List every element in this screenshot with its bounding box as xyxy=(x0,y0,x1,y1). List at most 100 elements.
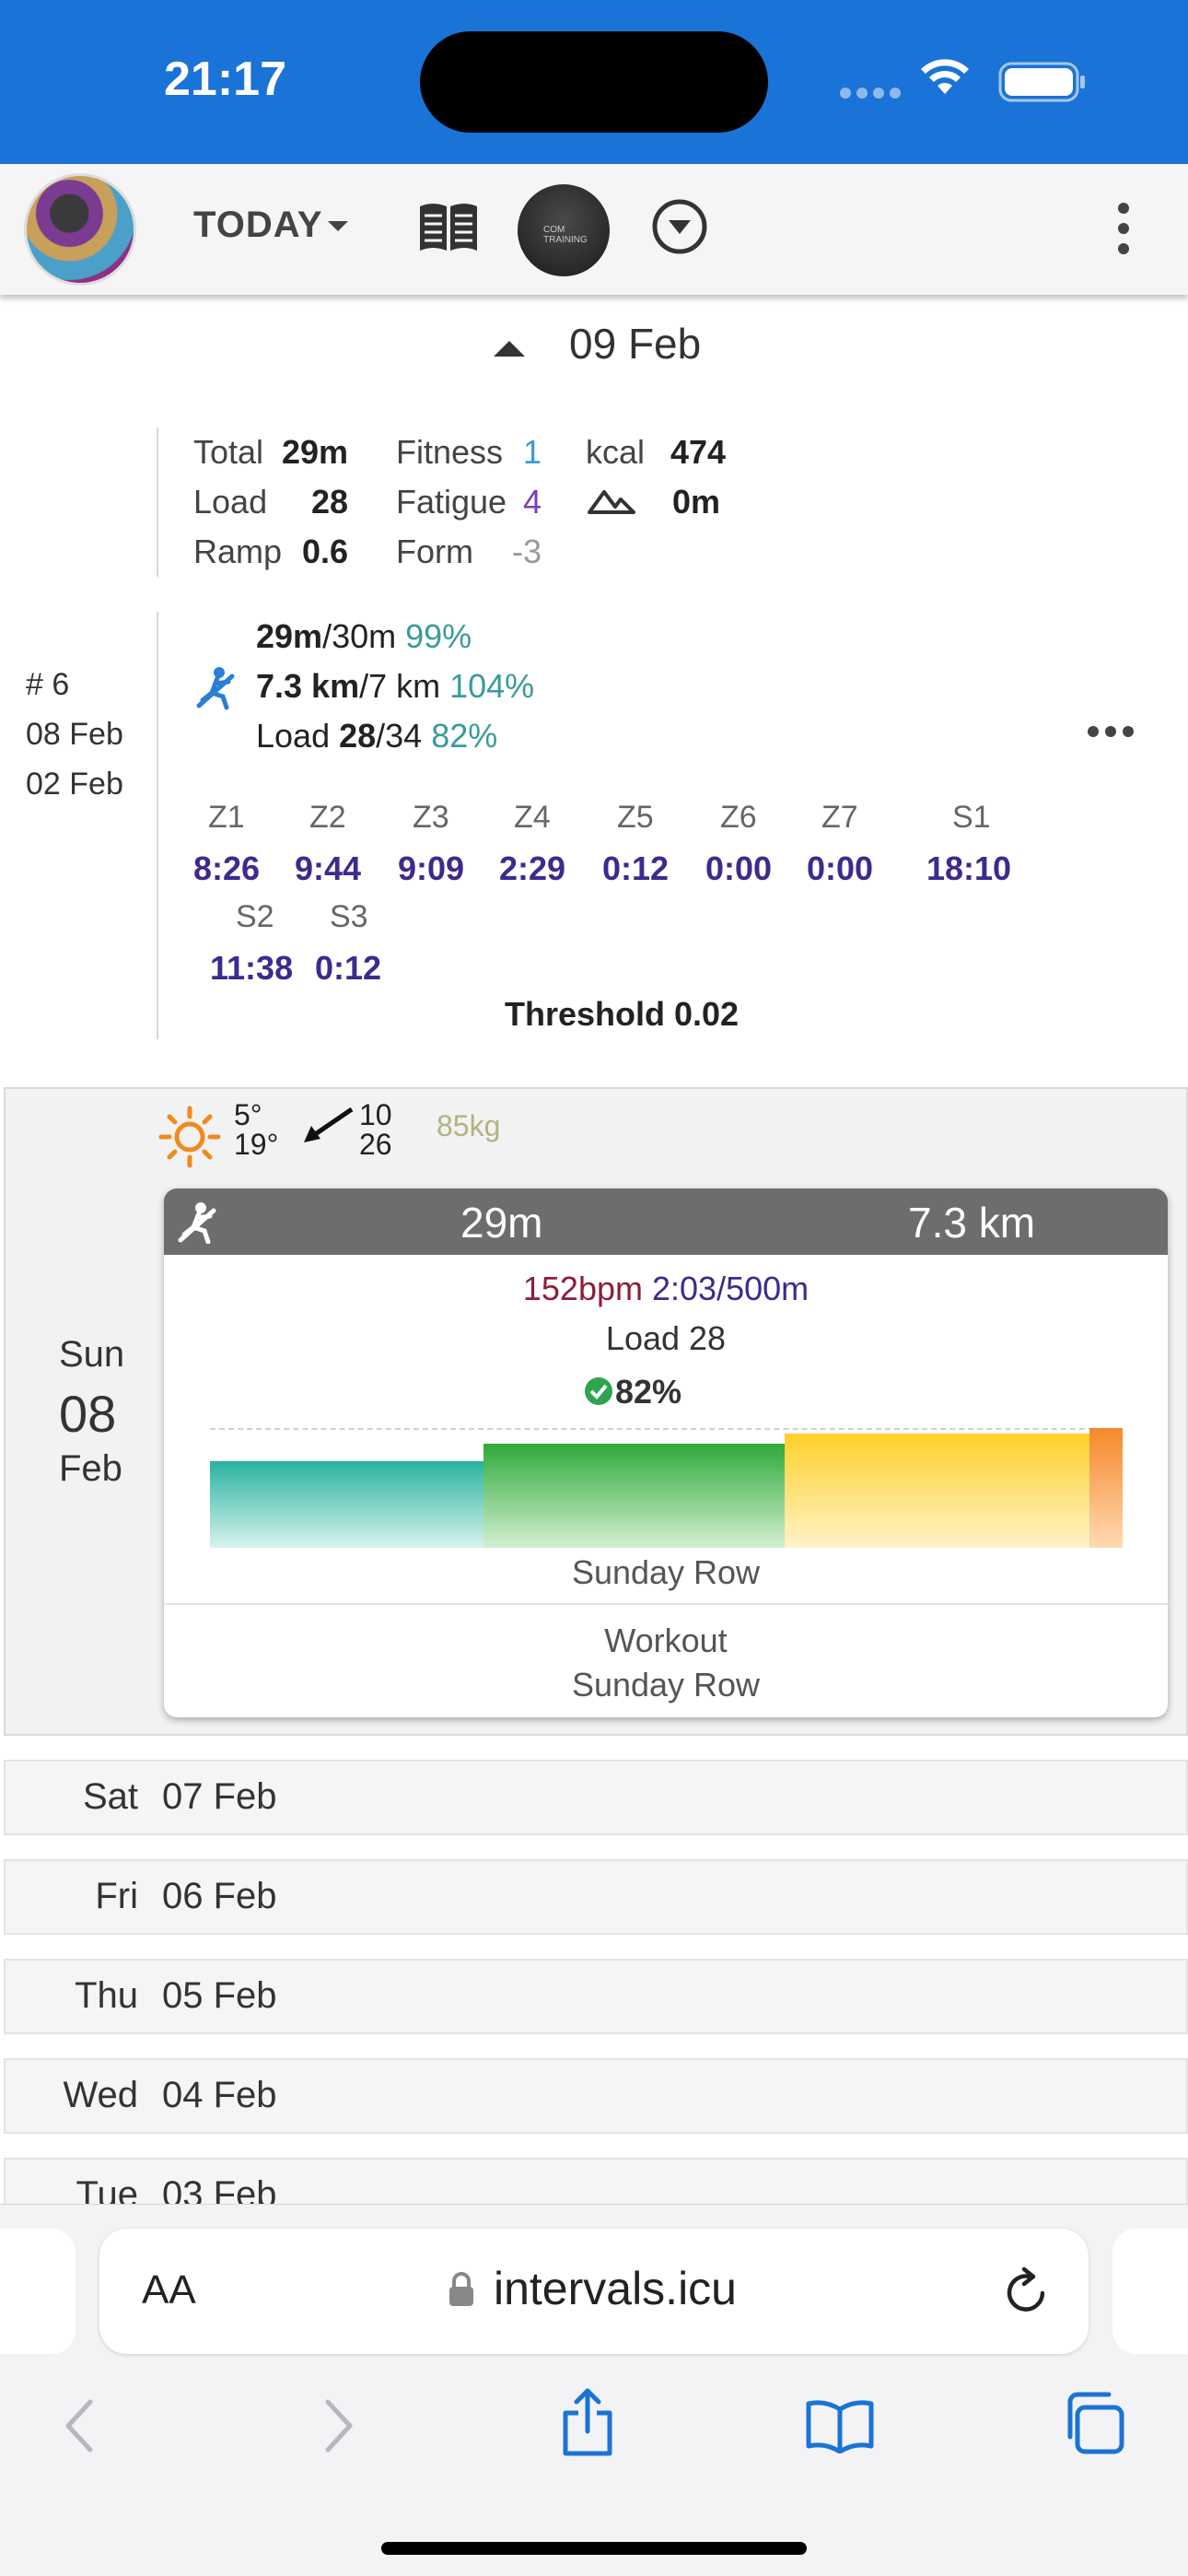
day-row-date: 07 Feb xyxy=(162,1776,277,1817)
zone-value: 18:10 xyxy=(926,849,1012,887)
distance-done: 7.3 km xyxy=(256,667,360,705)
day-row-weekday: Wed xyxy=(63,2075,138,2115)
battery-icon xyxy=(998,62,1085,102)
forward-icon[interactable] xyxy=(320,2396,357,2455)
duration-pct: 99% xyxy=(405,617,472,655)
zone-value: 0:12 xyxy=(602,849,670,887)
wifi-icon xyxy=(921,59,969,94)
day-row-thu[interactable]: Thu 05 Feb xyxy=(4,1959,1188,2034)
compliance-pct: 82% xyxy=(615,1373,682,1411)
day-month: Feb xyxy=(59,1448,122,1489)
activity-load: Load 28 xyxy=(605,1319,727,1357)
ramp-value: 0.6 xyxy=(302,533,349,570)
zone-bar-z2 xyxy=(483,1444,785,1548)
day-row-date: 06 Feb xyxy=(162,1876,277,1916)
activity-duration: 29m xyxy=(460,1199,543,1247)
workout-footer[interactable]: Workout Sunday Row xyxy=(164,1603,1168,1717)
activity-name: Sunday Row xyxy=(571,1553,761,1591)
rowing-icon xyxy=(178,1202,216,1244)
zone-label: S2 xyxy=(236,899,274,934)
team-logo[interactable]: COM TRAINING xyxy=(518,184,610,276)
tabs-icon[interactable] xyxy=(1061,2391,1125,2455)
zone-label: S3 xyxy=(330,899,368,934)
week-duration: 29m/30m 99% xyxy=(256,617,472,656)
day-block-sun: Sun 08 Feb 5° 19° 10 26 85kg 29m 7.3 km … xyxy=(4,1087,1188,1736)
book-icon[interactable] xyxy=(416,199,481,258)
week-end: 02 Feb xyxy=(26,767,123,802)
distance-pct: 104% xyxy=(449,667,535,705)
day-row-weekday: Sat xyxy=(82,1776,138,1817)
zone-value: 2:29 xyxy=(499,849,566,887)
day-row-weekday: Fri xyxy=(95,1876,138,1916)
reader-aa-button[interactable]: AA xyxy=(142,2267,196,2313)
bookmarks-icon[interactable] xyxy=(805,2398,875,2453)
workout-name: Sunday Row xyxy=(571,1666,761,1704)
check-circle-icon xyxy=(585,1377,612,1405)
reload-icon[interactable] xyxy=(1002,2266,1050,2317)
wind-gust: 26 xyxy=(359,1128,392,1161)
load-pct: 82% xyxy=(431,717,498,755)
form-label: Form xyxy=(396,533,473,570)
zone-label: Z3 xyxy=(413,800,449,835)
workout-label: Workout xyxy=(604,1622,728,1659)
total-label: Total xyxy=(193,433,264,471)
week-start: 08 Feb xyxy=(26,717,123,752)
day-row-weekday: Thu xyxy=(75,1975,138,2016)
activity-distance: 7.3 km xyxy=(908,1199,1036,1247)
home-indicator xyxy=(381,2542,807,2555)
zone-bar-z3 xyxy=(785,1434,1089,1548)
zone-label: Z7 xyxy=(821,800,858,835)
day-row-wed[interactable]: Wed 04 Feb xyxy=(4,2058,1188,2134)
summary-divider xyxy=(157,427,158,577)
wind-speed: 10 xyxy=(359,1098,392,1131)
caret-up-icon[interactable] xyxy=(494,341,525,357)
today-button[interactable]: TODAY xyxy=(193,205,323,245)
zone-bar-z4 xyxy=(1089,1428,1123,1548)
duration-plan: /30m xyxy=(322,617,397,655)
dropdown-circle-icon[interactable] xyxy=(650,197,709,256)
fatigue-label: Fatigue xyxy=(396,483,507,521)
address-bar[interactable]: AA intervals.icu xyxy=(99,2229,1089,2354)
share-icon[interactable] xyxy=(560,2387,615,2457)
total-value: 29m xyxy=(282,433,349,471)
heart-rate: 152bpm xyxy=(522,1270,643,1307)
url-text: intervals.icu xyxy=(494,2263,737,2314)
week-load-label: Load xyxy=(256,717,331,755)
chevron-down-icon[interactable] xyxy=(328,221,348,231)
previous-tab-preview[interactable] xyxy=(0,2229,76,2354)
next-tab-preview[interactable] xyxy=(1112,2229,1188,2354)
more-vertical-icon[interactable] xyxy=(1114,201,1133,256)
back-icon[interactable] xyxy=(61,2396,98,2455)
avatar[interactable] xyxy=(24,173,136,286)
load-plan: /34 xyxy=(376,717,423,755)
elevation-value: 0m xyxy=(672,483,721,521)
day-row-date: 04 Feb xyxy=(162,2075,277,2115)
zone-value: 9:09 xyxy=(398,849,465,887)
zone-label: Z4 xyxy=(514,800,551,835)
zone-chart xyxy=(210,1428,1123,1548)
zone-label: Z6 xyxy=(720,800,757,835)
threshold: Threshold 0.02 xyxy=(505,995,740,1033)
activity-card[interactable]: 29m 7.3 km 152bpm 2:03/500m Load 28 82% … xyxy=(164,1188,1168,1717)
zone-value: 0:12 xyxy=(315,949,382,987)
day-row-sat[interactable]: Sat 07 Feb xyxy=(4,1760,1188,1835)
weight: 85kg xyxy=(437,1109,501,1142)
load-done: 28 xyxy=(339,717,377,755)
form-value: -3 xyxy=(512,533,542,570)
more-horizontal-icon[interactable] xyxy=(1087,722,1135,741)
logo-text: COM TRAINING xyxy=(543,225,588,245)
week-distance: 7.3 km/7 km 104% xyxy=(256,667,534,706)
sun-icon xyxy=(158,1106,221,1168)
date-nav-label[interactable]: 09 Feb xyxy=(569,320,702,368)
ramp-label: Ramp xyxy=(193,533,283,570)
wind-direction-icon xyxy=(304,1107,354,1142)
day-row-fri[interactable]: Fri 06 Feb xyxy=(4,1859,1188,1935)
zone-label: S1 xyxy=(952,800,991,835)
rowing-icon xyxy=(196,667,235,710)
load-label: Load xyxy=(193,483,268,521)
day-row-date: 05 Feb xyxy=(162,1975,277,2016)
kcal-value: 474 xyxy=(670,433,727,471)
week-load: Load 28/34 82% xyxy=(256,717,497,755)
zone-value: 8:26 xyxy=(193,849,261,887)
zone-label: Z2 xyxy=(309,800,346,835)
